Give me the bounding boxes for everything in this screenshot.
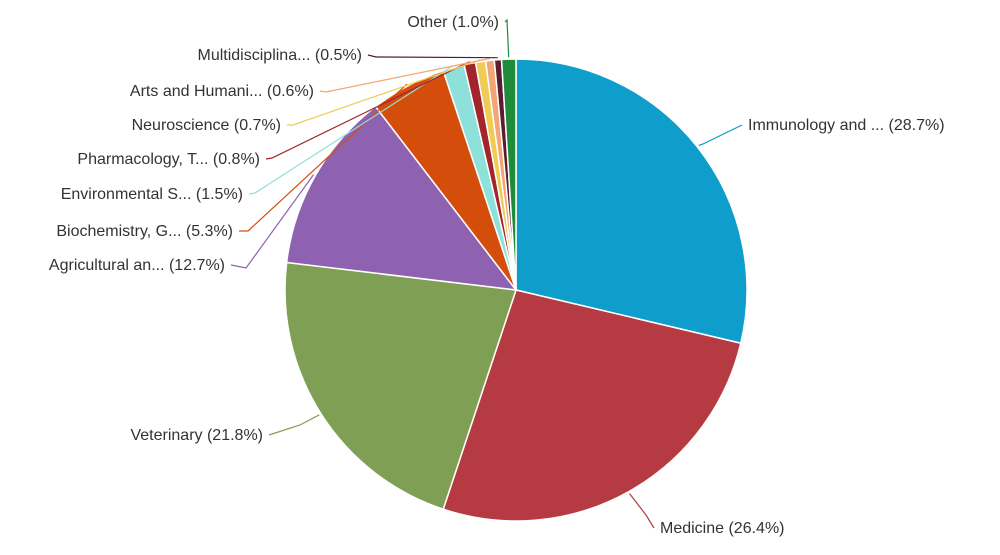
slice-labels: Immunology and ... (28.7%) Medicine (26.4… xyxy=(49,14,945,537)
leader-line xyxy=(248,65,454,195)
slice-label: Pharmacology, T... (0.8%) xyxy=(77,151,260,168)
pie-slice xyxy=(515,58,748,345)
slice-label: Neuroscience (0.7%) xyxy=(132,117,281,134)
leader-line xyxy=(319,57,490,93)
slice-label: Veterinary (21.8%) xyxy=(130,427,263,444)
slice-label: Medicine (26.4%) xyxy=(660,520,785,537)
leader-line xyxy=(698,124,743,147)
pie-slices xyxy=(284,58,748,522)
pie-slice xyxy=(284,261,518,511)
leader-line xyxy=(230,174,315,269)
leader-line xyxy=(239,83,408,232)
leader-line xyxy=(287,59,481,126)
slice-label: Multidisciplina... (0.5%) xyxy=(198,47,363,64)
pie-slice xyxy=(500,58,517,291)
leader-line xyxy=(265,61,470,160)
pie-slice xyxy=(285,105,518,291)
leader-line xyxy=(629,493,655,529)
slice-label: Agricultural an... (12.7%) xyxy=(49,257,225,274)
slice-label: Environmental S... (1.5%) xyxy=(61,186,243,203)
leader-lines xyxy=(230,18,743,529)
leader-line xyxy=(504,18,510,58)
slice-label: Biochemistry, G... (5.3%) xyxy=(56,223,233,240)
leader-line xyxy=(268,414,320,436)
leader-line xyxy=(367,54,498,59)
slice-label: Immunology and ... (28.7%) xyxy=(748,117,945,134)
slice-label: Arts and Humani... (0.6%) xyxy=(130,83,314,100)
pie-slice xyxy=(442,289,742,522)
slice-label: Other (1.0%) xyxy=(407,14,499,31)
